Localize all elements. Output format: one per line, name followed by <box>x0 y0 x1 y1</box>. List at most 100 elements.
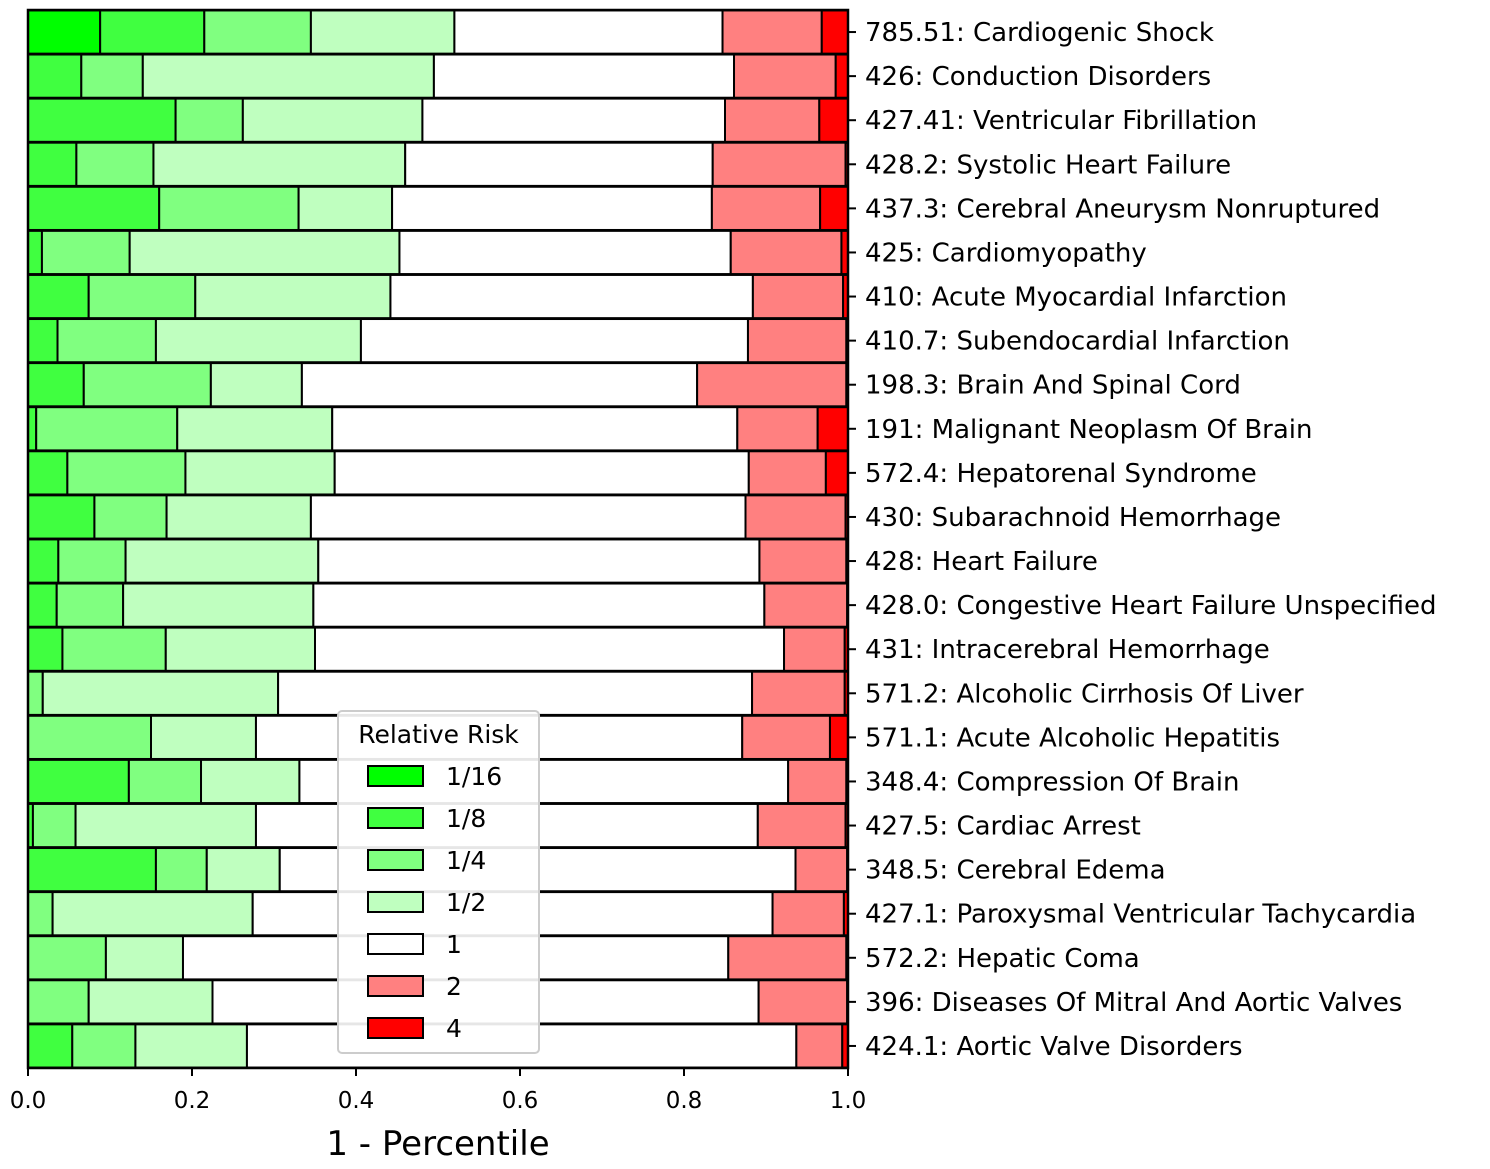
category-label: 431: Intracerebral Hemorrhage <box>865 635 1270 665</box>
bar-segment <box>27 670 44 716</box>
bar-segment <box>104 935 184 981</box>
bar-segment <box>27 582 58 628</box>
legend-swatch <box>367 807 424 829</box>
legend-swatch <box>367 933 424 955</box>
bar-segment <box>27 273 90 320</box>
bar-segment <box>56 318 157 364</box>
plot-frame <box>26 8 850 1070</box>
bar-segment <box>203 9 312 55</box>
category-label: 348.4: Compression Of Brain <box>865 767 1239 797</box>
bar-segment <box>141 53 435 99</box>
bar-segment <box>164 626 316 672</box>
category-label: 572.4: Hepatorenal Syndrome <box>865 459 1257 489</box>
bar-segment <box>154 847 208 893</box>
category-label: 571.2: Alcoholic Cirrhosis Of Liver <box>865 679 1304 709</box>
category-label: 198.3: Brain And Spinal Cord <box>865 371 1241 401</box>
bar-segment <box>432 53 736 99</box>
bar-segment <box>209 362 303 408</box>
bar-segment <box>87 979 214 1025</box>
bar-segment <box>787 758 848 805</box>
bar-segment <box>124 538 320 584</box>
category-label: 427.1: Paroxysmal Ventricular Tachycardi… <box>865 900 1416 930</box>
bar-segment <box>27 53 83 99</box>
bar-segment <box>820 9 850 55</box>
bar-segment <box>241 97 424 143</box>
bar-segment <box>27 318 59 364</box>
bar-segment <box>751 273 845 320</box>
legend-box <box>337 710 540 1054</box>
bar-segment <box>66 450 187 496</box>
bar-segment <box>727 935 848 981</box>
bar-segment <box>41 670 280 716</box>
category-label: 410: Acute Myocardial Infarction <box>865 283 1287 313</box>
bar-segment <box>27 494 96 540</box>
bar-segment <box>27 229 43 276</box>
bar-segment <box>27 97 177 143</box>
bar-segment <box>359 318 749 364</box>
category-label: 428: Heart Failure <box>865 547 1098 577</box>
bar-segment <box>74 802 257 849</box>
bar-segment <box>453 9 724 55</box>
bar-segment <box>128 229 401 276</box>
bar-segment <box>309 494 747 540</box>
category-label: 191: Malignant Neoplasm Of Brain <box>865 415 1313 445</box>
bar-segment <box>27 450 69 496</box>
bar-segment <box>710 185 822 231</box>
bar-segment <box>154 318 362 364</box>
bar-segment <box>696 362 848 408</box>
legend-swatch <box>367 975 424 997</box>
bar-segment <box>795 1023 844 1069</box>
bar-segment <box>421 97 726 143</box>
bar-segment <box>31 802 77 849</box>
bar-segment <box>331 406 739 452</box>
bar-segment <box>134 1023 248 1069</box>
bar-segment <box>794 847 849 893</box>
x-tick-label: 0.2 <box>174 1088 211 1114</box>
bar-segment <box>87 273 197 320</box>
legend-label: 4 <box>446 1014 462 1043</box>
bar-segment <box>27 9 102 55</box>
category-label: 410.7: Subendocardial Infarction <box>865 327 1290 357</box>
bar-segment <box>27 935 107 981</box>
category-label: 348.5: Cerebral Edema <box>865 856 1166 886</box>
bar-segment <box>314 626 786 672</box>
bar-segment <box>80 53 144 99</box>
legend-label: 1/4 <box>446 846 486 875</box>
bar-segment <box>165 494 312 540</box>
bar-segment <box>27 626 64 672</box>
bar-segment <box>158 185 300 231</box>
bar-segment <box>57 538 127 584</box>
category-label: 427.5: Cardiac Arrest <box>865 812 1141 842</box>
legend-label: 1/16 <box>446 762 502 791</box>
bar-segment <box>333 450 750 496</box>
x-tick-label: 0.8 <box>666 1088 703 1114</box>
bar-segment <box>194 273 392 320</box>
bar-segment <box>61 626 167 672</box>
bar-segment <box>297 185 394 231</box>
bar-segment <box>309 9 456 55</box>
bar-segment <box>736 406 819 452</box>
bar-segment <box>757 979 849 1025</box>
bar-segment <box>819 185 849 231</box>
bar-segment <box>758 538 848 584</box>
category-label: 430: Subarachnoid Hemorrhage <box>865 503 1281 533</box>
bar-segment <box>771 891 845 937</box>
legend-label: 1 <box>446 930 462 959</box>
bar-segment <box>721 9 823 55</box>
bar-segment <box>741 714 831 760</box>
bar-segment <box>300 362 699 408</box>
bar-segment <box>756 802 847 849</box>
bar-segment <box>824 450 849 496</box>
legend-swatch <box>367 891 424 913</box>
bar-segment <box>834 53 850 99</box>
bar-segment <box>205 847 281 893</box>
legend-title: Relative Risk <box>358 720 519 749</box>
category-label: 437.3: Cerebral Aneurysm Nonruptured <box>865 194 1380 224</box>
bar-segment <box>51 891 254 937</box>
category-label: 785.51: Cardiogenic Shock <box>865 18 1214 48</box>
bar-segment <box>93 494 168 540</box>
category-label: 426: Conduction Disorders <box>865 62 1211 92</box>
x-axis-label: 1 - Percentile <box>326 1124 549 1164</box>
bar-segment <box>174 97 244 143</box>
